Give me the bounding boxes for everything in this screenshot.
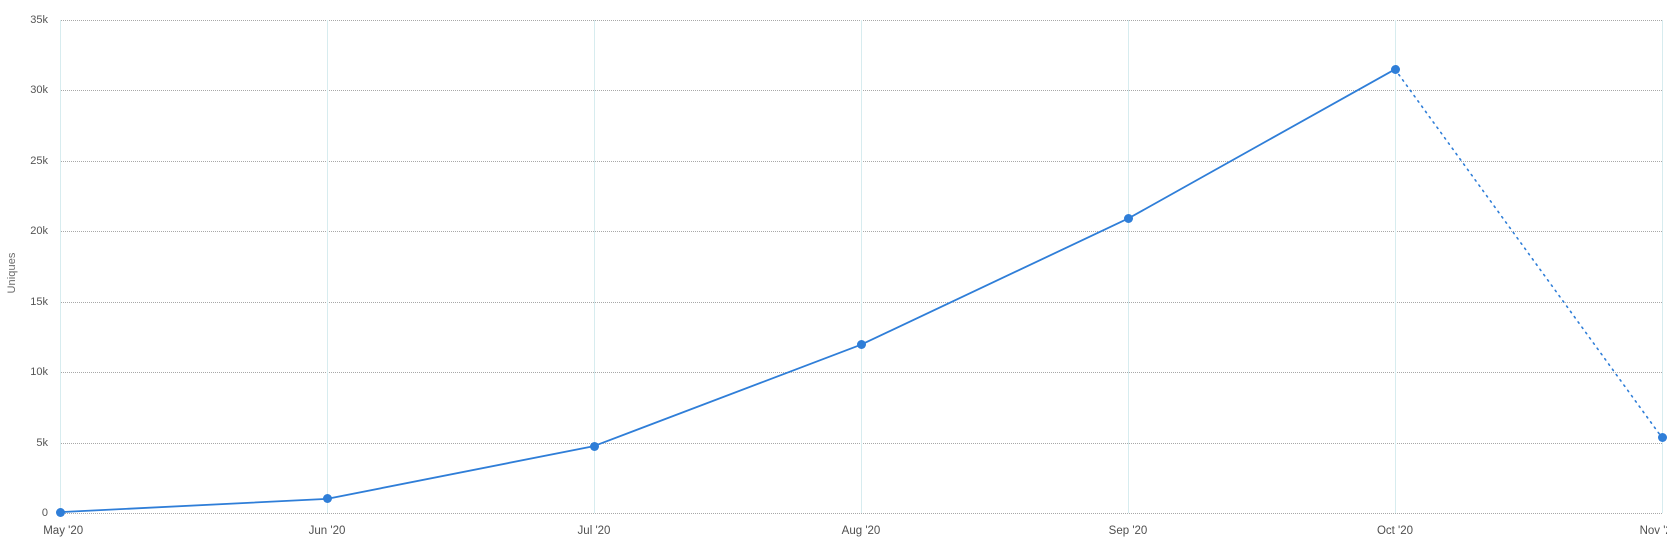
y-tick-label: 30k (30, 84, 48, 97)
series-segment-projected (1394, 68, 1663, 439)
gridline-vertical (1128, 20, 1129, 513)
x-tick-label: Jul '20 (577, 525, 611, 537)
x-tick-label: Aug '20 (841, 525, 881, 537)
gridline-vertical (594, 20, 595, 513)
series-line-uniques (59, 68, 1663, 514)
data-point-marker[interactable] (55, 507, 65, 517)
plot-area: Uniques 0 5k 10k 15k 20k 25k 30k 35k May '20 Jun… (6, 14, 1667, 537)
data-point-marker[interactable] (1657, 433, 1667, 443)
gridline-horizontal (60, 513, 1662, 514)
data-point-marker[interactable] (589, 441, 599, 451)
y-tick-label: 10k (30, 366, 48, 379)
gridline-vertical (1395, 20, 1396, 513)
x-tick-label: May '20 (43, 525, 84, 537)
gridline-vertical (327, 20, 328, 513)
data-point-marker[interactable] (1123, 214, 1133, 224)
y-tick-label: 5k (36, 436, 48, 449)
x-tick-label: Sep '20 (1108, 525, 1148, 537)
data-point-marker[interactable] (1390, 64, 1400, 74)
x-tick-label: Nov '20 (1639, 525, 1667, 537)
data-point-marker[interactable] (856, 340, 866, 350)
y-tick-label: 0 (41, 507, 48, 519)
y-tick-label: 20k (30, 225, 48, 238)
gridline-vertical (1662, 20, 1663, 513)
data-point-marker[interactable] (322, 494, 332, 504)
x-tick-label: Oct '20 (1376, 525, 1414, 537)
x-tick-label: Jun '20 (308, 525, 346, 537)
gridline-vertical (60, 20, 61, 513)
gridline-vertical (861, 20, 862, 513)
y-tick-label: 25k (30, 154, 48, 167)
series-segment-actual (59, 68, 1396, 514)
y-axis-title: Uniques (6, 251, 18, 294)
y-tick-label: 15k (30, 295, 48, 308)
y-tick-label: 35k (30, 14, 48, 26)
